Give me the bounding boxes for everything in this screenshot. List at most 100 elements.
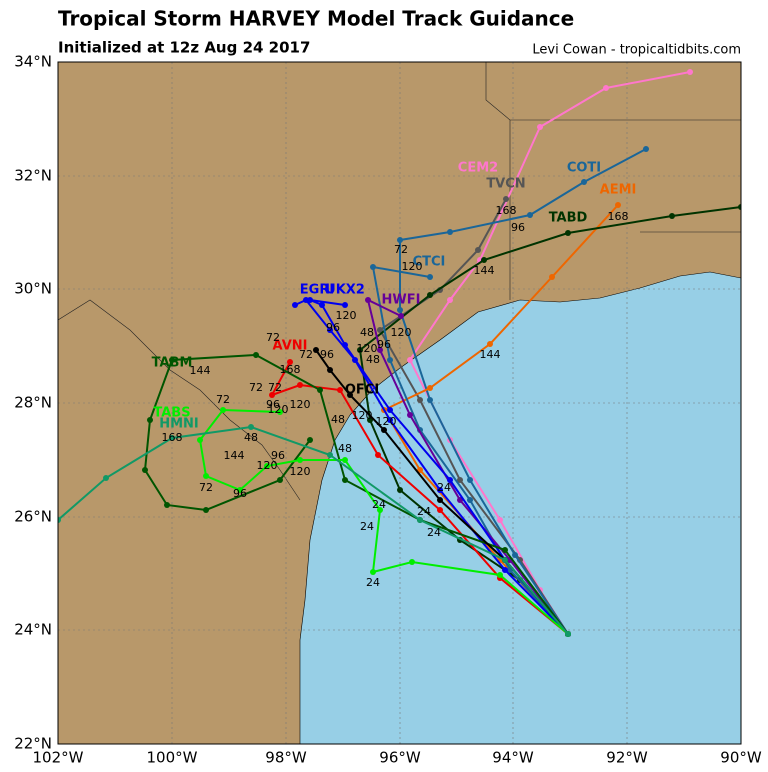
- hour-label: 48: [244, 431, 258, 444]
- hour-label: 120: [391, 326, 412, 339]
- lon-label: 102°W: [33, 749, 84, 767]
- lat-label: 34°N: [14, 53, 52, 71]
- hour-label: 72: [216, 393, 230, 406]
- tracks: [58, 69, 741, 637]
- hour-label: 72: [268, 381, 282, 394]
- track-point: [269, 392, 275, 398]
- track-point: [313, 347, 319, 353]
- hour-label: 48: [360, 326, 374, 339]
- hour-label: 72: [199, 481, 213, 494]
- track-point: [303, 297, 309, 303]
- track-point: [370, 264, 376, 270]
- lon-label: 90°W: [720, 749, 762, 767]
- model-track: [294, 298, 569, 635]
- lat-label: 24°N: [14, 621, 52, 639]
- model-label: COTI: [567, 161, 601, 176]
- track-point: [397, 237, 403, 243]
- hour-label: 96: [320, 348, 334, 361]
- lon-label: 100°W: [147, 749, 198, 767]
- lon-label: 98°W: [265, 749, 307, 767]
- lat-label: 30°N: [14, 280, 52, 298]
- hour-label: 120: [402, 260, 423, 273]
- track-point: [447, 297, 453, 303]
- track-point: [237, 487, 243, 493]
- track-point: [467, 477, 473, 483]
- model-track: [58, 425, 569, 635]
- hour-label: 24: [427, 526, 441, 539]
- track-point: [417, 517, 423, 523]
- track-point: [398, 313, 404, 319]
- track-point: [417, 397, 423, 403]
- track-point: [457, 477, 463, 483]
- hour-label: 48: [338, 442, 352, 455]
- track-point: [437, 487, 443, 493]
- track-point: [397, 307, 403, 313]
- track-point: [447, 229, 453, 235]
- track-point: [475, 247, 481, 253]
- title: Tropical Storm HARVEY Model Track Guidan…: [58, 7, 574, 31]
- track-point: [169, 357, 175, 363]
- model-label: AVNI: [273, 339, 308, 354]
- track-point: [437, 507, 443, 513]
- track-point: [365, 297, 371, 303]
- hour-label: 168: [608, 210, 629, 223]
- hour-label: 144: [224, 449, 245, 462]
- hour-label: 96: [326, 321, 340, 334]
- track-point: [427, 397, 433, 403]
- track-point: [487, 341, 493, 347]
- track-point: [319, 302, 325, 308]
- track-point: [615, 202, 621, 208]
- track-point: [327, 327, 333, 333]
- hour-label: 120: [352, 409, 373, 422]
- hour-label: 168: [162, 431, 183, 444]
- track-point: [327, 367, 333, 373]
- track-point: [447, 477, 453, 483]
- lon-label: 94°W: [492, 749, 534, 767]
- track-point: [370, 569, 376, 575]
- hour-label: 96: [511, 221, 525, 234]
- hour-label: 120: [257, 459, 278, 472]
- lat-label: 26°N: [14, 508, 52, 526]
- hour-label: 24: [437, 481, 451, 494]
- subtitle: Initialized at 12z Aug 24 2017: [58, 39, 310, 57]
- track-point: [581, 179, 587, 185]
- track-point: [427, 292, 433, 298]
- model-track: [269, 361, 569, 635]
- track-point: [342, 457, 348, 463]
- track-point: [264, 463, 270, 469]
- hour-label: 48: [366, 353, 380, 366]
- track-point: [253, 352, 259, 358]
- track-point: [203, 473, 209, 479]
- track-point: [377, 347, 383, 353]
- track-point: [407, 357, 413, 363]
- track-point: [481, 257, 487, 263]
- track-point: [549, 274, 555, 280]
- hour-label: 120: [336, 309, 357, 322]
- model-track: [399, 148, 647, 635]
- hour-label: 72: [299, 348, 313, 361]
- model-label: TABD: [549, 211, 588, 226]
- model-label: OFCI: [345, 383, 379, 398]
- track-point: [502, 567, 508, 573]
- gulf-of-mexico: [299, 271, 741, 744]
- hour-label: 24: [360, 520, 374, 533]
- model-label: HMNI: [159, 417, 199, 432]
- hour-label: 144: [190, 364, 211, 377]
- borders: [58, 62, 741, 501]
- track-point: [164, 502, 170, 508]
- hour-label: 72: [266, 331, 280, 344]
- hour-label: 120: [290, 465, 311, 478]
- track-point: [277, 409, 283, 415]
- track-point: [407, 412, 413, 418]
- track-point: [417, 467, 423, 473]
- track-point: [147, 417, 153, 423]
- lat-label: 22°N: [14, 735, 52, 753]
- hour-label: 24: [366, 576, 380, 589]
- track-point: [357, 347, 363, 353]
- track-point: [669, 213, 675, 219]
- track-point: [397, 487, 403, 493]
- track-point: [437, 497, 443, 503]
- track-point: [169, 435, 175, 441]
- hour-label: 168: [280, 363, 301, 376]
